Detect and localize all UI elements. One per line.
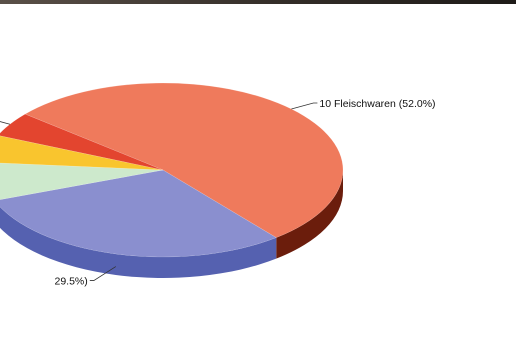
pie-slice-4 [0, 113, 164, 171]
pie-slice-3 [0, 135, 164, 171]
leader-line-1 [89, 266, 117, 281]
pie-slice-2 [0, 162, 164, 200]
label-group: 10 Fleischwaren (52.0%)29.5%).5%) [55, 98, 436, 288]
pie-slice-1 [0, 169, 277, 258]
pie-side-group [0, 170, 343, 278]
leader-line-4 [0, 121, 11, 125]
leader-line-group [0, 102, 318, 281]
pie-slice-0 [24, 82, 344, 238]
top-edge-band [0, 0, 516, 4]
pie-slice-side-0 [276, 170, 343, 259]
slice-label-0: 10 Fleischwaren (52.0%) [319, 98, 435, 110]
slice-label-1: 29.5%) [55, 276, 88, 288]
pie-slice-side-1 [0, 206, 277, 278]
leader-line-0 [291, 102, 318, 110]
pie-top-group [0, 82, 344, 258]
